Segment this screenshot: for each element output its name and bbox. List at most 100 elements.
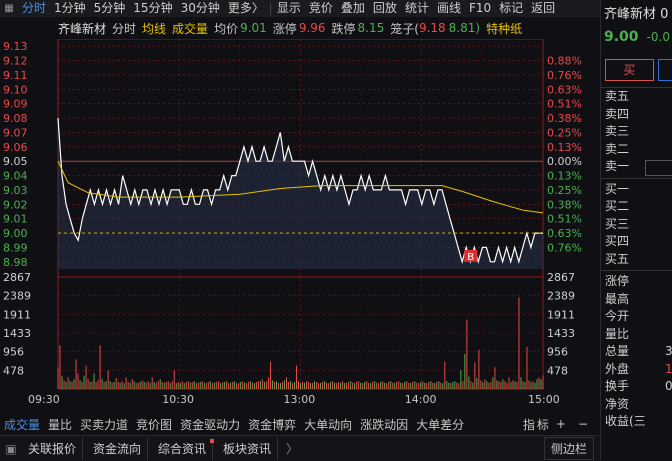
remove-button[interactable]: −	[577, 417, 588, 431]
price-tick-label: 9.00	[3, 227, 28, 240]
ask-label: 卖一	[605, 159, 630, 173]
stat-label: 总量	[605, 344, 630, 358]
cage-low: 9.18	[418, 21, 446, 35]
panel-price: 9.00 -0.0	[601, 21, 672, 51]
sidebar-button[interactable]: 侧边栏	[543, 437, 594, 460]
limit-down-label: 跌停	[331, 21, 356, 36]
pct-tick-label: 0.13%	[547, 141, 582, 154]
bid-row[interactable]: 买二	[601, 198, 672, 216]
collapse-icon[interactable]: ▣	[5, 441, 17, 456]
indicator-tab[interactable]: 资金驱动力	[180, 417, 241, 432]
indicator-tab[interactable]: 大单动向	[304, 417, 353, 432]
stat-row: 最高	[601, 291, 672, 309]
cage-label: 笼子(	[390, 21, 419, 36]
bid-row[interactable]: 买一	[601, 181, 672, 199]
tab-overlay[interactable]: 叠加	[340, 1, 365, 15]
bid-row[interactable]: 买三	[601, 216, 672, 234]
ask-row[interactable]: 卖五	[601, 88, 672, 106]
indicator-tab[interactable]: 资金博弈	[248, 417, 297, 432]
sell-button[interactable]	[657, 59, 672, 81]
ask-row[interactable]: 卖四	[601, 106, 672, 124]
intraday-chart[interactable]: 9.13 9.12 9.11 9.10 9.09 9.08 9.07 9.06 9.05 9.04…	[0, 38, 600, 412]
buy-marker	[464, 249, 478, 262]
pct-tick-label: 0.76%	[547, 69, 582, 82]
limit-up-label: 涨停	[272, 21, 297, 36]
price-tick-label: 9.03	[3, 184, 28, 197]
price-tick-label: 9.12	[3, 55, 28, 68]
bottom-tab[interactable]: 资金流向	[87, 438, 149, 459]
order-book: 卖五 卖四 卖三 卖二 卖一买一买二 买三 买四买五	[601, 87, 672, 268]
toolbar-divider	[269, 2, 271, 15]
ask-row[interactable]: 卖一	[601, 158, 672, 176]
tab-30min[interactable]: 30分钟	[180, 1, 220, 15]
ask-row[interactable]: 卖三	[601, 123, 672, 141]
indicator-button[interactable]: 指	[522, 417, 535, 432]
tab-auction[interactable]: 竞价	[308, 1, 333, 15]
price-tick-label: 9.11	[3, 69, 28, 82]
indicator-tab[interactable]: 涨跌动因	[360, 417, 409, 432]
stat-row: 净资	[601, 396, 672, 414]
tab-replay[interactable]: 回放	[372, 1, 397, 15]
stat-row: 换手 0	[601, 378, 672, 396]
price-tick-label: 8.99	[3, 241, 28, 254]
stat-label: 最高	[605, 291, 630, 306]
tab-draw[interactable]: 画线	[436, 1, 461, 15]
bottom-tab[interactable]: 板块资讯	[217, 438, 279, 459]
menu-icon[interactable]: ▦	[4, 3, 14, 14]
tab-back[interactable]: 返回	[531, 1, 556, 15]
tab-stats[interactable]: 统计	[404, 1, 429, 15]
stats-list: 涨停 最高 今开 量比 总量 3 外盘 1 换手 0 净资 收益(三	[601, 273, 672, 431]
price-area	[58, 118, 543, 269]
indicator-tabs: 成交量 量比 买卖力道 竞价图 资金驱动力 资金博弈 大单动向 涨跌动因 大单差分 指标 + −	[0, 414, 600, 434]
volume-toggle[interactable]: 成交量	[172, 21, 209, 36]
price-tick-label: 8.98	[3, 256, 28, 269]
bid-row[interactable]: 买四	[601, 233, 672, 251]
price-tick-label: 9.06	[3, 141, 28, 154]
industry-tag[interactable]: 特种纸	[486, 21, 523, 36]
ask-row[interactable]: 卖二	[601, 141, 672, 159]
stat-label: 净资	[605, 396, 630, 411]
mode-label[interactable]: 分时	[112, 21, 137, 36]
indicator-button[interactable]: 标	[536, 417, 549, 432]
bid-row[interactable]: 买五	[601, 251, 672, 269]
tab-more[interactable]: 更多〉	[227, 1, 264, 15]
price-tick-label: 9.01	[3, 213, 28, 226]
pct-tick-label: 0.00%	[547, 155, 582, 168]
stat-row: 涨停	[601, 273, 672, 291]
panel-change: -0.0	[646, 30, 670, 44]
pct-tick-label: 0.88%	[547, 55, 582, 68]
tab-mark[interactable]: 标记	[499, 1, 524, 15]
tab-5min[interactable]: 5分钟	[93, 1, 126, 15]
book-divider	[601, 177, 672, 179]
tab-15min[interactable]: 15分钟	[133, 1, 173, 15]
volume-tick-label-right: 1911	[547, 308, 575, 321]
price-tick-label: 9.04	[3, 170, 28, 183]
bottom-tab[interactable]: 综合资讯	[152, 438, 215, 459]
price-tick-label: 9.05	[3, 155, 28, 168]
indicator-tab[interactable]: 大单差分	[416, 417, 465, 432]
indicator-tab[interactable]: 买卖力道	[80, 417, 129, 432]
limit-down-value: 8.15	[357, 21, 385, 35]
bid-label: 买四	[605, 234, 630, 248]
stat-row: 外盘 1	[601, 361, 672, 379]
add-button[interactable]: +	[555, 417, 566, 431]
indicator-tab[interactable]: 成交量	[4, 417, 41, 432]
indicator-tab[interactable]: 竞价图	[136, 417, 173, 432]
bid-label: 买一	[605, 181, 630, 196]
stat-label: 换手	[605, 379, 630, 393]
tab-f10[interactable]: F10	[468, 1, 492, 15]
stat-label: 收益(三	[605, 414, 646, 428]
tab-display[interactable]: 显示	[276, 1, 301, 15]
time-tick-label: 13:00	[284, 393, 316, 406]
chevron-right-icon[interactable]: 〉	[286, 442, 299, 456]
bottom-tab[interactable]: 关联报价	[22, 438, 84, 459]
limit-up-value: 9.96	[298, 21, 326, 35]
volume-tick-label: 478	[3, 364, 24, 377]
avg-line-toggle[interactable]: 均线	[142, 21, 167, 36]
quote-panel: 齐峰新材 0 9.00 -0.0 买 卖五 卖四 卖三 卖二 卖一 买一 买二 买三 买四 买五 涨…	[600, 0, 672, 460]
buy-button[interactable]: 买	[605, 59, 654, 81]
indicator-tab[interactable]: 量比	[48, 417, 73, 432]
tab-1min[interactable]: 1分钟	[54, 1, 86, 15]
panel-price-value: 9.00	[604, 29, 639, 45]
tab-intraday[interactable]: 分时	[22, 1, 47, 15]
